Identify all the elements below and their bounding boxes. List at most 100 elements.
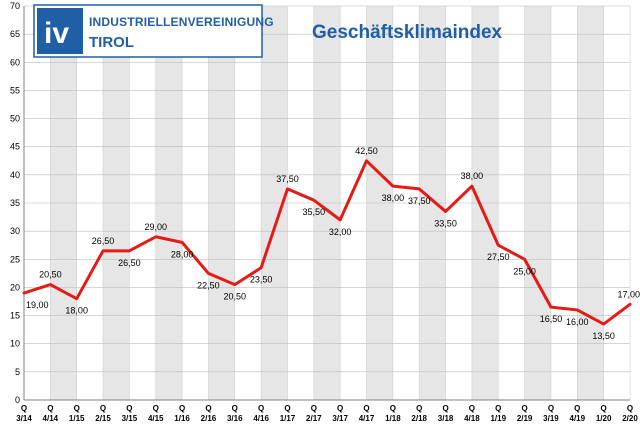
gridlines <box>23 5 631 401</box>
x-tick-prefix: Q <box>179 404 185 413</box>
x-tick-label: 1/15 <box>69 414 85 423</box>
data-label: 17,00 <box>617 289 640 299</box>
x-axis-ticks: Q3/14Q4/14Q1/15Q2/15Q3/15Q4/15Q1/16Q2/16… <box>16 404 638 423</box>
data-label: 35,50 <box>303 207 326 217</box>
data-label: 42,50 <box>355 146 378 156</box>
x-tick-prefix: Q <box>363 404 369 413</box>
chart-title: Geschäftsklimaindex <box>312 22 503 43</box>
x-tick-label: 4/14 <box>43 414 59 423</box>
x-tick-label: 3/15 <box>122 414 138 423</box>
x-tick-prefix: Q <box>548 404 554 413</box>
logo: iv INDUSTRIELLENVEREINIGUNG TIROL <box>33 4 274 58</box>
data-label: 20,50 <box>224 292 247 302</box>
y-tick-label: 65 <box>10 29 20 39</box>
x-tick-label: 2/18 <box>411 414 427 423</box>
data-label: 19,00 <box>26 300 49 310</box>
x-tick-label: 3/16 <box>227 414 243 423</box>
data-labels: 19,00 20,50 18,00 26,50 26,50 29,00 28,00 22,50… <box>26 146 640 341</box>
x-tick-label: 4/17 <box>359 414 375 423</box>
x-tick-label: 3/19 <box>543 414 559 423</box>
data-label: 22,50 <box>197 280 220 290</box>
x-tick-prefix: Q <box>574 404 580 413</box>
data-label: 13,50 <box>592 331 615 341</box>
x-tick-prefix: Q <box>311 404 317 413</box>
data-label: 38,00 <box>461 171 484 181</box>
x-tick-prefix: Q <box>21 404 27 413</box>
x-tick-prefix: Q <box>495 404 501 413</box>
y-tick-label: 45 <box>10 142 20 152</box>
x-tick-label: 3/17 <box>332 414 348 423</box>
x-tick-prefix: Q <box>469 404 475 413</box>
data-label: 20,50 <box>39 270 62 280</box>
x-tick-label: 1/20 <box>596 414 612 423</box>
x-tick-prefix: Q <box>153 404 159 413</box>
data-label: 18,00 <box>65 306 88 316</box>
y-tick-label: 10 <box>10 339 20 349</box>
x-tick-label: 1/18 <box>385 414 401 423</box>
data-label: 29,00 <box>144 222 167 232</box>
y-tick-label: 30 <box>10 226 20 236</box>
x-tick-label: 4/16 <box>253 414 269 423</box>
data-label: 38,00 <box>382 193 405 203</box>
series-line <box>22 159 632 326</box>
x-tick-prefix: Q <box>100 404 106 413</box>
x-tick-label: 1/17 <box>280 414 296 423</box>
data-label: 32,00 <box>329 227 352 237</box>
data-label: 27,50 <box>487 252 510 262</box>
x-tick-label: 4/19 <box>570 414 586 423</box>
logo-line2: TIROL <box>89 34 134 51</box>
data-label: 28,00 <box>171 249 194 259</box>
x-tick-prefix: Q <box>284 404 290 413</box>
x-tick-label: 3/14 <box>16 414 32 423</box>
x-tick-prefix: Q <box>258 404 264 413</box>
y-tick-label: 60 <box>10 57 20 67</box>
x-tick-label: 2/17 <box>306 414 322 423</box>
y-tick-label: 0 <box>15 395 20 405</box>
x-tick-label: 4/18 <box>464 414 480 423</box>
axes <box>23 6 630 401</box>
x-tick-prefix: Q <box>205 404 211 413</box>
x-tick-label: 3/18 <box>438 414 454 423</box>
y-tick-label: 15 <box>10 311 20 321</box>
x-tick-prefix: Q <box>126 404 132 413</box>
data-label: 26,50 <box>118 258 141 268</box>
x-tick-prefix: Q <box>627 404 633 413</box>
y-tick-label: 50 <box>10 114 20 124</box>
data-label: 16,50 <box>540 314 563 324</box>
x-tick-prefix: Q <box>232 404 238 413</box>
x-tick-label: 1/19 <box>490 414 506 423</box>
x-tick-prefix: Q <box>74 404 80 413</box>
y-tick-label: 35 <box>10 198 20 208</box>
x-tick-label: 2/19 <box>517 414 533 423</box>
y-tick-label: 40 <box>10 170 20 180</box>
y-tick-label: 25 <box>10 254 20 264</box>
x-tick-prefix: Q <box>337 404 343 413</box>
data-label: 37,50 <box>408 196 431 206</box>
data-label: 23,50 <box>250 275 273 285</box>
x-tick-prefix: Q <box>521 404 527 413</box>
x-tick-label: 2/20 <box>622 414 638 423</box>
y-tick-label: 20 <box>10 282 20 292</box>
data-label: 26,50 <box>92 236 115 246</box>
x-tick-label: 1/16 <box>174 414 190 423</box>
y-axis-ticks: 0 5 10 15 20 25 30 35 40 45 50 55 60 65 70 <box>10 1 20 405</box>
data-label: 37,50 <box>276 174 299 184</box>
logo-badge <box>37 8 83 54</box>
series-polyline <box>22 159 632 326</box>
logo-line1: INDUSTRIELLENVEREINIGUNG <box>89 15 274 29</box>
x-tick-prefix: Q <box>416 404 422 413</box>
x-tick-prefix: Q <box>390 404 396 413</box>
x-tick-label: 4/15 <box>148 414 164 423</box>
x-tick-prefix: Q <box>442 404 448 413</box>
y-tick-label: 70 <box>10 1 20 11</box>
x-tick-label: 2/16 <box>201 414 217 423</box>
x-tick-prefix: Q <box>601 404 607 413</box>
y-tick-label: 5 <box>15 367 20 377</box>
data-label: 16,00 <box>566 317 589 327</box>
x-tick-prefix: Q <box>47 404 53 413</box>
y-tick-label: 55 <box>10 85 20 95</box>
x-tick-label: 2/15 <box>95 414 111 423</box>
logo-mark: iv <box>44 17 69 50</box>
data-label: 33,50 <box>434 218 457 228</box>
